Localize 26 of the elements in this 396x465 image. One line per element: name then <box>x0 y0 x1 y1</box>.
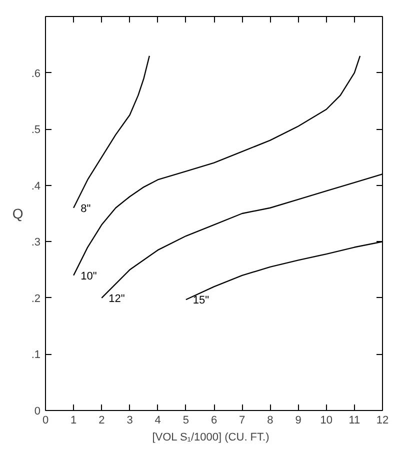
x-tick-label: 6 <box>210 414 218 426</box>
x-tick-label: 9 <box>295 414 302 426</box>
y-tick-label: .2 <box>31 292 41 305</box>
x-tick-label: 8 <box>267 414 274 426</box>
y-tick-label: .4 <box>31 180 41 192</box>
y-axis-title: Q <box>12 206 24 222</box>
y-tick-label: 0 <box>34 406 41 418</box>
x-tick-label: 12 <box>376 414 389 426</box>
x-tick-label: 11 <box>348 414 360 426</box>
series-label: 8" <box>80 202 91 215</box>
x-tick-label: 4 <box>154 414 161 426</box>
x-tick-label: 7 <box>239 414 246 426</box>
x-tick-label: 3 <box>126 414 133 426</box>
series-label: 12" <box>108 292 125 305</box>
x-tick-label: 1 <box>70 414 77 426</box>
x-tick-label: 2 <box>98 414 105 426</box>
x-tick-label: 10 <box>320 414 332 426</box>
series-label: 10" <box>80 270 97 282</box>
y-tick-label: .1 <box>31 349 41 362</box>
x-tick-label: 0 <box>42 414 49 426</box>
x-tick-label: 5 <box>182 414 189 426</box>
y-tick-label: .5 <box>31 124 41 136</box>
x-axis-title: [VOL S₁/1000] (CU. FT.) <box>152 432 270 444</box>
series-label: 15" <box>192 294 210 307</box>
y-tick-label: .6 <box>31 68 41 80</box>
y-tick-label: .3 <box>31 236 41 249</box>
